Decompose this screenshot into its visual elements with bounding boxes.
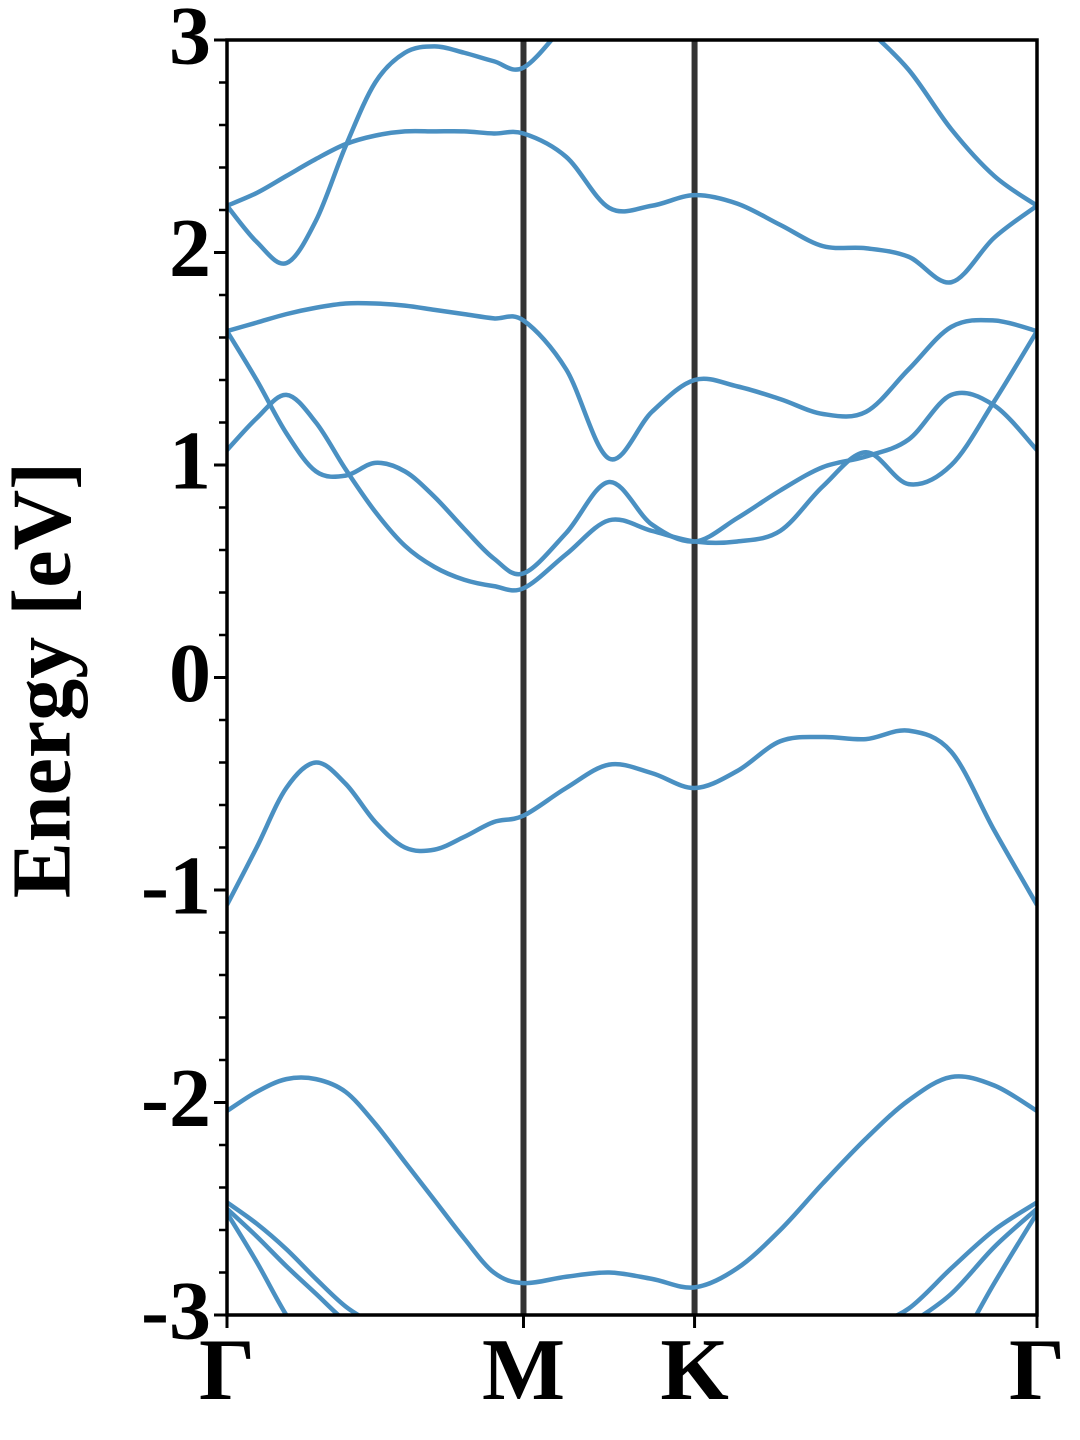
y-axis-label: Energy [eV] xyxy=(0,462,88,898)
plot-frame xyxy=(225,38,1039,1317)
band-line xyxy=(227,329,1037,577)
band-line xyxy=(227,300,1037,462)
y-tick-label: -1 xyxy=(141,839,211,932)
x-tick-label: Γ xyxy=(1009,1322,1065,1419)
band-line xyxy=(227,1074,1037,1290)
y-tick-label: 2 xyxy=(169,202,211,295)
y-tick-label: 3 xyxy=(169,0,211,82)
band-line xyxy=(227,128,1037,285)
x-tick-label: M xyxy=(482,1322,565,1419)
x-tick-label: Γ xyxy=(199,1322,255,1419)
y-tick-label: 0 xyxy=(169,627,211,720)
x-tick-label: K xyxy=(660,1322,728,1419)
y-tick-label: 1 xyxy=(169,414,211,507)
band-line xyxy=(227,329,1037,593)
band-line xyxy=(227,1211,1037,1315)
band-line xyxy=(227,1200,1037,1315)
y-tick-label: -3 xyxy=(141,1264,211,1357)
bands xyxy=(227,40,1037,1315)
y-tick-label: -2 xyxy=(141,1052,211,1145)
band-line xyxy=(227,728,1037,906)
